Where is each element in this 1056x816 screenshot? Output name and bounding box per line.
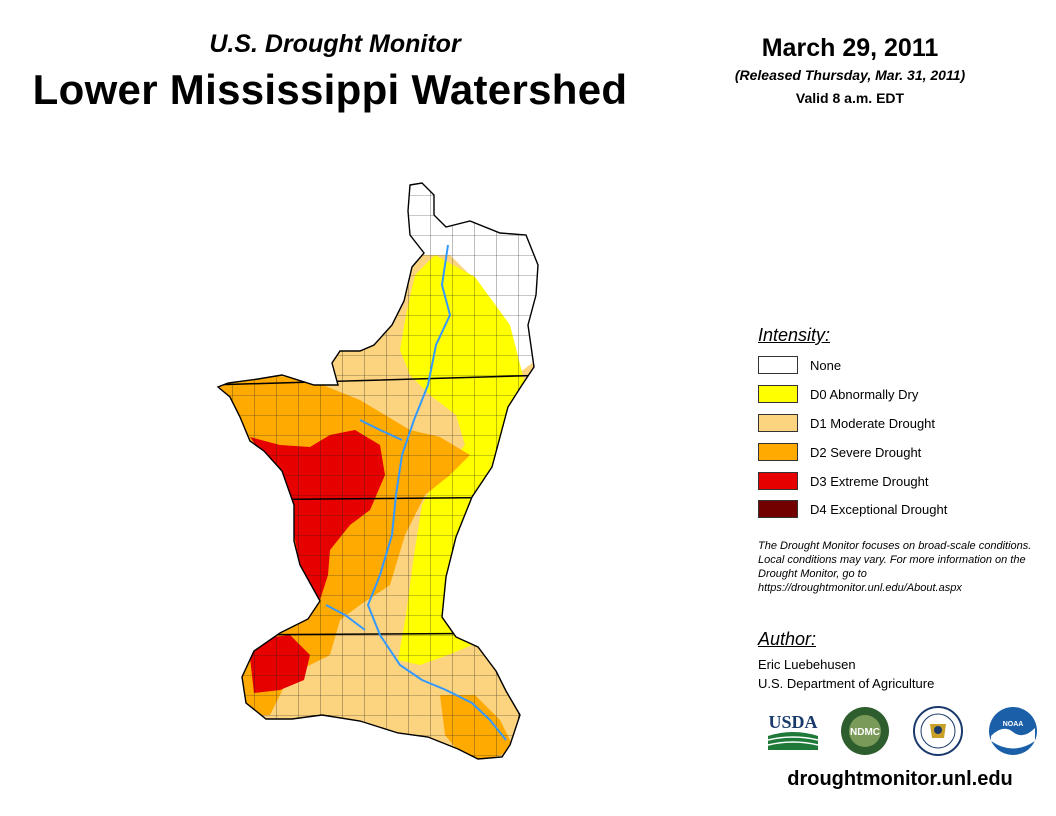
mississippi-river — [366, 244, 507, 741]
legend-label: D2 Severe Drought — [810, 444, 922, 460]
monitor-url-link[interactable]: droughtmonitor.unl.edu — [787, 768, 1013, 790]
map-title: Lower Mississippi Watershed — [32, 66, 628, 113]
noaa-logo-text: NOAA — [1003, 721, 1024, 728]
noaa-logo-icon: NOAA — [989, 707, 1037, 755]
watershed-outline — [216, 182, 539, 760]
author-org: U.S. Department of Agriculture — [758, 676, 935, 691]
legend-swatch — [758, 500, 798, 518]
legend-item-d3: D3 Extreme Drought — [758, 471, 929, 491]
legend-label: None — [810, 357, 842, 373]
legend-item-none: None — [758, 355, 841, 375]
legend-item-d0: D0 Abnormally Dry — [758, 384, 918, 404]
release-date: (Released Thursday, Mar. 31, 2011) — [734, 67, 966, 83]
legend-swatch — [758, 443, 798, 461]
legend-label: D1 Moderate Drought — [810, 415, 936, 431]
map-subtitle: U.S. Drought Monitor — [209, 30, 461, 58]
legend-swatch — [758, 356, 798, 374]
ndmc-logo-text: NDMC — [850, 727, 880, 738]
legend-label: D0 Abnormally Dry — [810, 386, 919, 402]
author-name: Eric Luebehusen — [758, 657, 856, 672]
ndmc-logo-icon: NDMC — [841, 707, 889, 755]
red-river — [325, 604, 366, 631]
legend-swatch — [758, 472, 798, 490]
author-heading: Author: — [758, 629, 817, 649]
valid-time: Valid 8 a.m. EDT — [795, 90, 905, 106]
arkansas-river — [359, 419, 403, 441]
legend-label: D3 Extreme Drought — [810, 473, 929, 489]
commerce-seal-icon — [913, 706, 963, 756]
legend-swatch — [758, 385, 798, 403]
legend-item-d2: D2 Severe Drought — [758, 442, 921, 462]
drought-map — [216, 182, 539, 760]
monitor-note: The Drought Monitor focuses on broad-sca… — [758, 540, 1032, 594]
usda-logo-icon: USDA — [767, 712, 819, 750]
legend-swatch — [758, 414, 798, 432]
legend-item-d1: D1 Moderate Drought — [758, 413, 935, 433]
map-date: March 29, 2011 — [761, 34, 939, 62]
legend-heading: Intensity: — [758, 325, 831, 345]
legend-label: D4 Exceptional Drought — [810, 501, 948, 517]
usda-logo-text: USDA — [768, 712, 817, 732]
county-boundaries — [218, 183, 538, 759]
legend-item-d4: D4 Exceptional Drought — [758, 499, 947, 519]
